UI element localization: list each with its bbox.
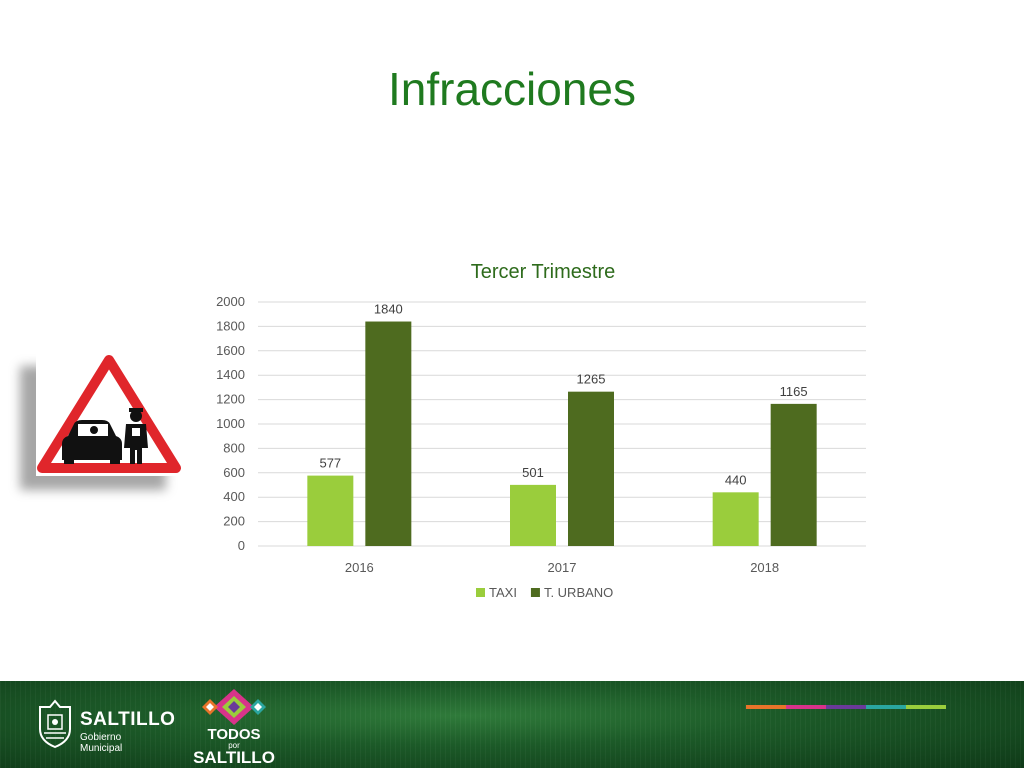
- bar-taxi-2017: [510, 484, 556, 546]
- footer-banner: SALTILLO Gobierno Municipal TODOS por SA…: [0, 681, 1024, 768]
- bar-t-urbano-2017: [568, 391, 614, 546]
- por-text: por: [228, 741, 240, 750]
- color-stripe: [826, 705, 866, 709]
- bar-taxi-2016: [307, 475, 354, 546]
- y-tick-label: 1000: [216, 416, 245, 431]
- traffic-stop-warning-sign-icon: [37, 355, 181, 473]
- traffic-warning-sign-image: [36, 352, 182, 476]
- bars: [307, 321, 817, 546]
- logo-subtitle: Gobierno Municipal: [80, 732, 123, 754]
- data-label: 501: [522, 465, 544, 480]
- slide-title: Infracciones: [387, 63, 636, 115]
- legend-swatch: [530, 588, 540, 597]
- bar-chart: Tercer Trimestre 0 200 400 600 800 1000 1200 14…: [216, 261, 866, 600]
- color-stripe-bar: [746, 705, 946, 709]
- y-axis-ticks: 0 200 400 600 800 1000 1200 1400 1600 1800 2000: [216, 294, 245, 553]
- y-tick-label: 1200: [216, 392, 245, 407]
- y-tick-label: 600: [223, 465, 245, 480]
- bar-taxi-2018: [712, 492, 759, 546]
- x-tick-label: 2016: [345, 560, 374, 575]
- y-tick-label: 1600: [216, 343, 245, 358]
- legend-label: T. URBANO: [544, 585, 613, 600]
- x-tick-label: 2017: [548, 560, 577, 575]
- data-labels: 577 1840 501 1265 440 1165: [319, 302, 807, 488]
- x-axis-ticks: 2016 2017 2018: [345, 560, 779, 575]
- gridlines: [258, 301, 866, 547]
- y-tick-label: 0: [238, 538, 245, 553]
- y-tick-label: 400: [223, 489, 245, 504]
- diamond-pattern-emblem-icon: [202, 689, 266, 725]
- legend: TAXI T. URBANO: [476, 585, 613, 600]
- legend-label: TAXI: [489, 585, 517, 600]
- legend-swatch: [476, 588, 485, 597]
- logo-name: SALTILLO: [80, 709, 176, 730]
- color-stripe: [746, 705, 786, 709]
- color-stripe: [786, 705, 826, 709]
- todos-text: TODOS: [207, 726, 261, 743]
- bar-t-urbano-2016: [365, 321, 412, 546]
- y-tick-label: 1400: [216, 367, 245, 382]
- color-stripe: [906, 705, 946, 709]
- chart-title: Tercer Trimestre: [471, 261, 615, 283]
- data-label: 1165: [780, 384, 808, 399]
- x-tick-label: 2018: [750, 560, 779, 575]
- data-label: 440: [725, 472, 747, 487]
- bar-t-urbano-2018: [770, 403, 817, 546]
- data-label: 1265: [577, 372, 606, 387]
- todos-por-saltillo-logo: TODOS por SALTILLO: [186, 687, 282, 767]
- data-label: 577: [319, 456, 341, 471]
- y-tick-label: 1800: [216, 318, 245, 333]
- y-tick-label: 800: [223, 440, 245, 455]
- municipal-seal-icon: [39, 699, 71, 749]
- data-label: 1840: [374, 302, 403, 317]
- y-tick-label: 2000: [216, 294, 245, 309]
- y-tick-label: 200: [223, 514, 245, 529]
- saltillo-text: SALTILLO: [193, 748, 275, 767]
- color-stripe: [866, 705, 906, 709]
- saltillo-logo: SALTILLO Gobierno Municipal: [36, 695, 175, 755]
